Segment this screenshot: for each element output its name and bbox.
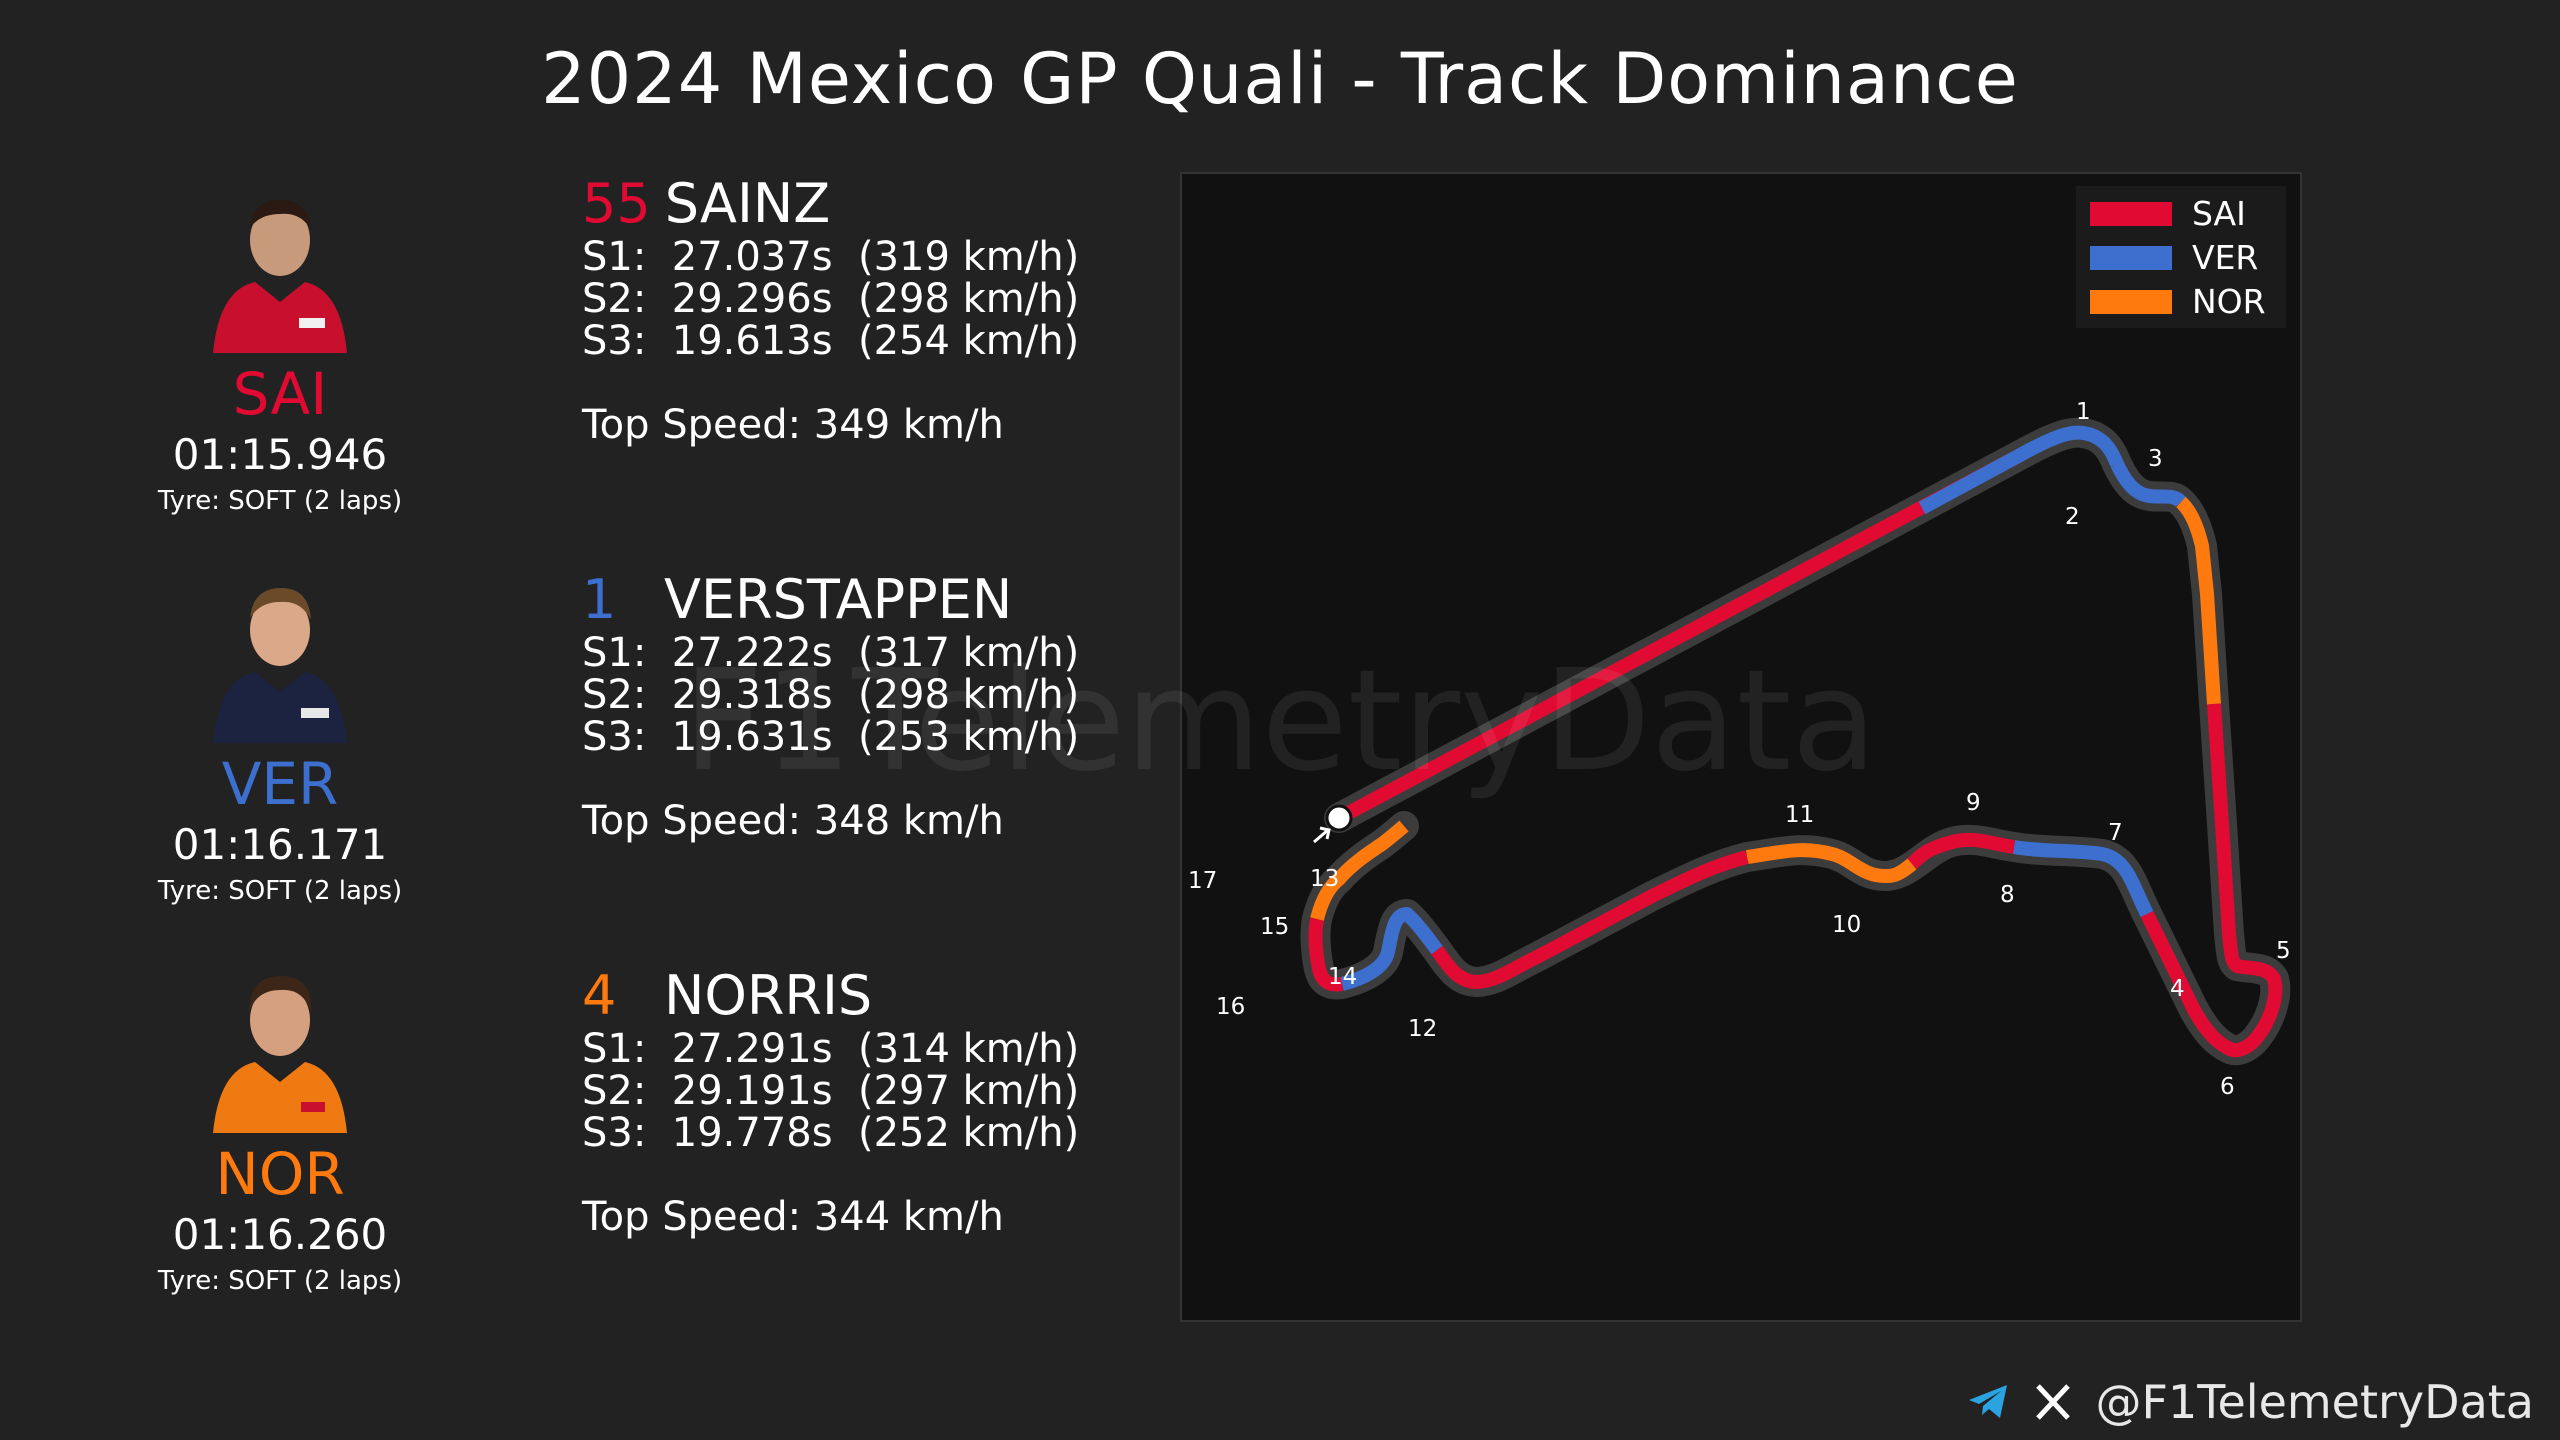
driver-name: SAINZ (664, 172, 831, 235)
track-map: 1 2 3 4 5 6 7 8 9 10 11 12 13 14 15 16 1… (1180, 172, 2302, 1322)
stats-sai: 55 SAINZ S1: 27.037s (319 km/h) S2: 29.29… (582, 172, 1202, 446)
turn-label: 12 (1408, 1016, 1437, 1042)
legend-swatch (2090, 290, 2172, 314)
stats-header: 55 SAINZ (582, 172, 1202, 236)
track-segment-nor (1746, 843, 1917, 883)
footer-handle[interactable]: @F1TelemetryData (2095, 1375, 2534, 1429)
start-finish-marker (1325, 804, 1353, 832)
sector-3: S3: 19.631s (253 km/h) (582, 714, 1080, 760)
turn-label: 6 (2220, 1074, 2235, 1100)
sector-3: S3: 19.778s (252 km/h) (582, 1110, 1080, 1156)
turn-label: 2 (2065, 504, 2080, 530)
track-segment-sai (2140, 703, 2283, 1058)
driver-name: NORRIS (664, 964, 873, 1027)
legend-label: SAI (2192, 194, 2246, 233)
page-title: 2024 Mexico GP Quali - Track Dominance (541, 38, 2019, 120)
track-segment-ver (1340, 907, 1443, 991)
turn-label: 17 (1188, 868, 1217, 894)
telegram-icon[interactable] (1967, 1382, 2011, 1422)
top-speed: Top Speed: 344 km/h (582, 1194, 1004, 1240)
driver-portrait-nor (213, 976, 347, 1133)
driver-laptime: 01:16.260 (172, 1210, 388, 1259)
driver-code: NOR (215, 1140, 345, 1208)
direction-arrow-icon (1313, 826, 1331, 844)
turn-label: 5 (2276, 938, 2291, 964)
turn-label: 3 (2148, 446, 2163, 472)
x-icon[interactable] (2033, 1382, 2073, 1422)
legend-swatch (2090, 246, 2172, 270)
driver-code: SAI (232, 360, 328, 428)
driver-card-ver: VER 01:16.171 Tyre: SOFT (2 laps) (130, 568, 430, 907)
stats-header: 4 NORRIS (582, 964, 1202, 1028)
track-segment-sai (1308, 917, 1344, 992)
stats-ver: 1 VERSTAPPEN S1: 27.222s (317 km/h) S2: 2… (582, 568, 1202, 842)
stats-nor: 4 NORRIS S1: 27.291s (314 km/h) S2: 29.19… (582, 964, 1202, 1238)
sector-1: S1: 27.222s (317 km/h) (582, 630, 1080, 676)
stats-header: 1 VERSTAPPEN (582, 568, 1202, 632)
turn-label: 7 (2108, 820, 2123, 846)
track-segment-sai (1907, 832, 2016, 869)
sector-2: S2: 29.191s (297 km/h) (582, 1068, 1080, 1114)
driver-number: 55 (582, 172, 651, 235)
track-svg: 1 2 3 4 5 6 7 8 9 10 11 12 13 14 15 16 1… (1188, 399, 2291, 1100)
driver-tyre: Tyre: SOFT (2 laps) (157, 1266, 403, 1296)
turn-label: 11 (1785, 802, 1814, 828)
driver-laptime: 01:15.946 (172, 430, 388, 479)
driver-name: VERSTAPPEN (664, 568, 1013, 631)
legend-label: NOR (2192, 282, 2266, 321)
turn-label: 14 (1328, 964, 1357, 990)
driver-number: 1 (582, 568, 617, 631)
track-segment-sai (1335, 447, 2026, 825)
legend-swatch (2090, 202, 2172, 226)
turn-label: 9 (1966, 790, 1981, 816)
sector-3: S3: 19.613s (254 km/h) (582, 318, 1080, 364)
turn-label: 1 (2076, 399, 2091, 425)
sector-2: S2: 29.318s (298 km/h) (582, 672, 1080, 718)
legend: SAI VER NOR (2076, 186, 2286, 328)
sector-1: S1: 27.291s (314 km/h) (582, 1026, 1080, 1072)
driver-laptime: 01:16.171 (172, 820, 388, 869)
track-segment-nor (1310, 820, 1409, 921)
track-segment-nor (2175, 496, 2221, 705)
track-segment-ver (2110, 460, 2187, 508)
driver-portrait-sai (213, 200, 347, 353)
driver-number: 4 (582, 964, 617, 1027)
turn-label: 4 (2170, 976, 2185, 1002)
sector-2: S2: 29.296s (298 km/h) (582, 276, 1080, 322)
driver-tyre: Tyre: SOFT (2 laps) (157, 876, 403, 906)
track-segment-ver (2012, 840, 2154, 918)
watermark: F1TelemetryData (682, 640, 1878, 803)
driver-card-nor: NOR 01:16.260 Tyre: SOFT (2 laps) (130, 958, 430, 1297)
legend-label: VER (2192, 238, 2259, 277)
driver-code: VER (221, 750, 339, 818)
turn-label: 16 (1216, 994, 1245, 1020)
turn-label: 13 (1310, 866, 1339, 892)
track-segment-sai (1431, 850, 1749, 989)
sector-1: S1: 27.037s (319 km/h) (582, 234, 1080, 280)
turn-label: 8 (2000, 882, 2015, 908)
driver-card-sai: SAI 01:15.946 Tyre: SOFT (2 laps) (130, 178, 430, 517)
turn-label: 15 (1260, 914, 1289, 940)
driver-tyre: Tyre: SOFT (2 laps) (157, 486, 403, 516)
footer: @F1TelemetryData (1967, 1372, 2534, 1432)
top-speed: Top Speed: 348 km/h (582, 798, 1004, 844)
driver-portrait-ver (213, 588, 347, 743)
top-speed: Top Speed: 349 km/h (582, 402, 1004, 448)
track-segment-ver (1918, 425, 2124, 515)
turn-label: 10 (1832, 912, 1861, 938)
